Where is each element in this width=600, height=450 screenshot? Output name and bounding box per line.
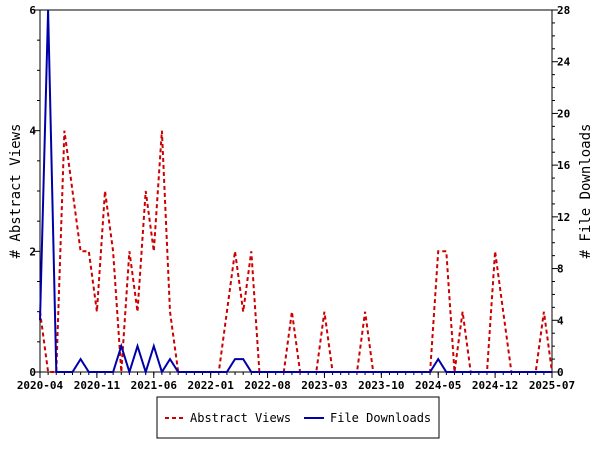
- y-right-tick-label: 28: [557, 4, 570, 17]
- y-right-tick-label: 16: [557, 159, 571, 172]
- x-tick-label: 2024-05: [415, 379, 461, 392]
- x-tick-label: 2022-08: [244, 379, 290, 392]
- x-tick-label: 2023-03: [301, 379, 347, 392]
- x-tick-label: 2024-12: [472, 379, 518, 392]
- x-tick-label: 2020-11: [74, 379, 121, 392]
- y-left-axis-ticks: 0 2 4 6: [29, 4, 40, 379]
- y-right-tick-label: 8: [557, 263, 564, 276]
- x-tick-label: 2020-04: [17, 379, 64, 392]
- x-tick-label: 2023-10: [358, 379, 404, 392]
- y-right-axis-title: # File Downloads: [578, 124, 594, 259]
- y-left-axis-title: # Abstract Views: [8, 124, 24, 259]
- legend: Abstract Views File Downloads: [156, 396, 440, 439]
- y-right-tick-label: 12: [557, 211, 570, 224]
- legend-label-file-downloads: File Downloads: [330, 411, 431, 425]
- y-left-tick-label: 4: [29, 125, 36, 138]
- legend-box: [156, 396, 440, 439]
- y-right-tick-label: 20: [557, 107, 570, 120]
- series-line-abstract-views: [39, 130, 553, 373]
- legend-label-abstract-views: Abstract Views: [190, 411, 291, 425]
- y-left-tick-label: 2: [29, 245, 36, 258]
- x-axis-ticks: 2020-04 2020-11 2021-06 2022-01 2022-08 2023-…: [17, 372, 575, 392]
- y-right-tick-label: 24: [557, 56, 571, 69]
- y-right-tick-label: 4: [557, 314, 564, 327]
- series-line-file-downloads: [39, 9, 552, 376]
- y-left-tick-label: 6: [29, 4, 36, 17]
- x-tick-label: 2022-01: [187, 379, 234, 392]
- y-right-axis-ticks: 0 4 8 12 16 20 24 28: [552, 4, 571, 379]
- series-layer: [39, 9, 553, 376]
- y-left-tick-label: 0: [29, 366, 36, 379]
- x-tick-label: 2025-07: [529, 379, 575, 392]
- x-tick-label: 2021-06: [131, 379, 178, 392]
- y-right-tick-label: 0: [557, 366, 564, 379]
